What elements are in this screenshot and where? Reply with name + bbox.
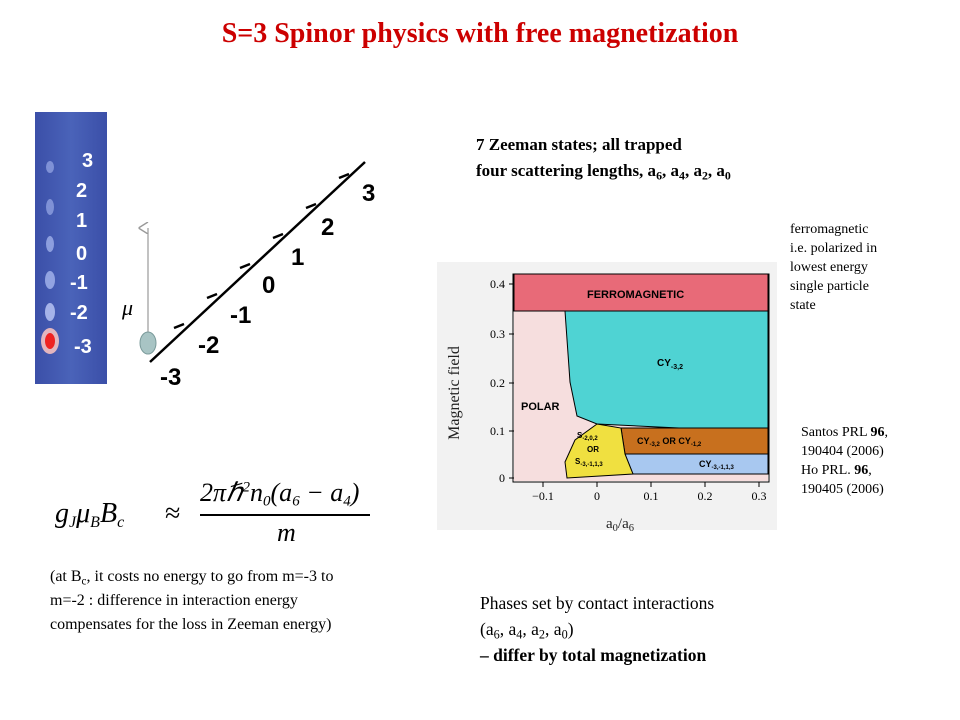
zeeman-states-text: 7 Zeeman states; all trapped four scatte… (476, 132, 731, 184)
strip-label-1: 1 (76, 210, 88, 232)
s-region (564, 423, 634, 479)
ferromagnetic-note: ferromagnetic i.e. polarized in lowest e… (790, 220, 950, 315)
x-tick-label: 0.1 (644, 489, 659, 503)
x-tick-label: −0.1 (532, 489, 554, 503)
y-tick-label: 0.1 (490, 424, 505, 438)
stern-gerlach-image (35, 112, 107, 384)
strip-label-m2: -2 (70, 302, 88, 324)
ferro-note-line: lowest energy (790, 260, 868, 275)
ferro-note-line: i.e. polarized in (790, 241, 878, 256)
phases-text: Phases set by contact interactions (a6, … (480, 590, 714, 668)
y-tick-label: 0.4 (490, 277, 505, 291)
energy-axis-line (149, 161, 366, 363)
zeeman-ladder-diagram (110, 161, 366, 363)
ladder-label-0: 0 (262, 272, 276, 299)
s-or-label: OR (587, 445, 599, 454)
y-tick-label: 0.2 (490, 376, 505, 390)
y-tick-label: 0.3 (490, 327, 505, 341)
mu-symbol: μ (122, 295, 134, 320)
bc-note: (at Bc, it costs no energy to go from m=… (50, 568, 334, 633)
cy3113-region (624, 453, 769, 475)
zeeman-line-2: four scattering lengths, a6, a4, a2, a0 (476, 161, 731, 183)
ref-santos-number: 190404 (2006) (801, 444, 884, 459)
cy-or-cy-label: CY-3,2 OR CY-1,2 (637, 436, 702, 448)
ladder-label-2: 2 (321, 214, 335, 241)
cy32-region (564, 310, 769, 429)
s-b-label: S-3,-1,1,3 (575, 457, 603, 468)
s-a-label: S-2,0,2 (577, 431, 598, 442)
ladder-label-1: 1 (291, 244, 305, 271)
strip-label-m1: -1 (70, 272, 88, 294)
slide-title: S=3 Spinor physics with free magnetizati… (221, 18, 739, 49)
phase-ylabel: Magnetic field (446, 346, 463, 440)
polar-label: POLAR (521, 401, 560, 413)
phase-diagram: 0.4 0.3 0.2 0.1 0 −0.1 0 0.1 0.2 0.3 FER… (437, 262, 777, 530)
fraction-bar (200, 514, 370, 516)
y-tick-label: 0 (499, 471, 505, 485)
phases-line-1: Phases set by contact interactions (480, 593, 715, 613)
ferro-note-line: single particle (790, 279, 869, 294)
formula-lhs: gJμBBc (55, 498, 125, 531)
ferro-note-line: ferromagnetic (790, 222, 869, 237)
formula-denominator: m (277, 518, 296, 547)
phase-xlabel: a0/a6 (606, 516, 634, 535)
x-tick-label: 0 (594, 489, 600, 503)
ladder-label-3: 3 (362, 180, 376, 207)
cy3113-label: CY-3,-1,1,3 (699, 459, 735, 471)
strip-label-2: 2 (76, 180, 88, 202)
ferro-label: FERROMAGNETIC (587, 289, 684, 301)
references: Santos PRL 96, 190404 (2006) Ho PRL. 96,… (801, 423, 951, 499)
ref-ho: Ho PRL. 96, (801, 463, 872, 478)
x-tick-label: 0.2 (698, 489, 713, 503)
ladder-label-m1: -1 (230, 302, 252, 329)
atom-cloud-spots (41, 161, 59, 354)
formula-numerator: 2πℏ2n0(a6 − a4) (200, 478, 360, 510)
strip-label-3: 3 (82, 150, 94, 172)
ladder-ticks (173, 172, 350, 330)
ref-santos: Santos PRL 96, (801, 425, 888, 440)
x-tick-label: 0.3 (752, 489, 767, 503)
ref-ho-number: 190405 (2006) (801, 482, 884, 497)
strip-label-0: 0 (76, 243, 88, 265)
ladder-label-m2: -2 (198, 332, 220, 359)
formula-approx: ≈ (165, 498, 181, 529)
cy32-label: CY-3,2 (657, 358, 683, 371)
ladder-label-m3: -3 (160, 364, 182, 391)
atom-circle (139, 331, 157, 355)
ferro-region (513, 273, 769, 312)
critical-field-formula: gJμBBc ≈ 2πℏ2n0(a6 − a4) m (55, 478, 375, 548)
phases-line-2: (a6, a4, a2, a0) (480, 619, 574, 642)
phase-diagram-plot: 0.4 0.3 0.2 0.1 0 −0.1 0 0.1 0.2 0.3 FER… (437, 262, 777, 530)
strip-label-m3: -3 (74, 336, 92, 358)
zeeman-line-1: 7 Zeeman states; all trapped (476, 135, 682, 154)
ferro-note-line: state (790, 298, 816, 313)
phases-line-3: – differ by total magnetization (480, 645, 707, 665)
